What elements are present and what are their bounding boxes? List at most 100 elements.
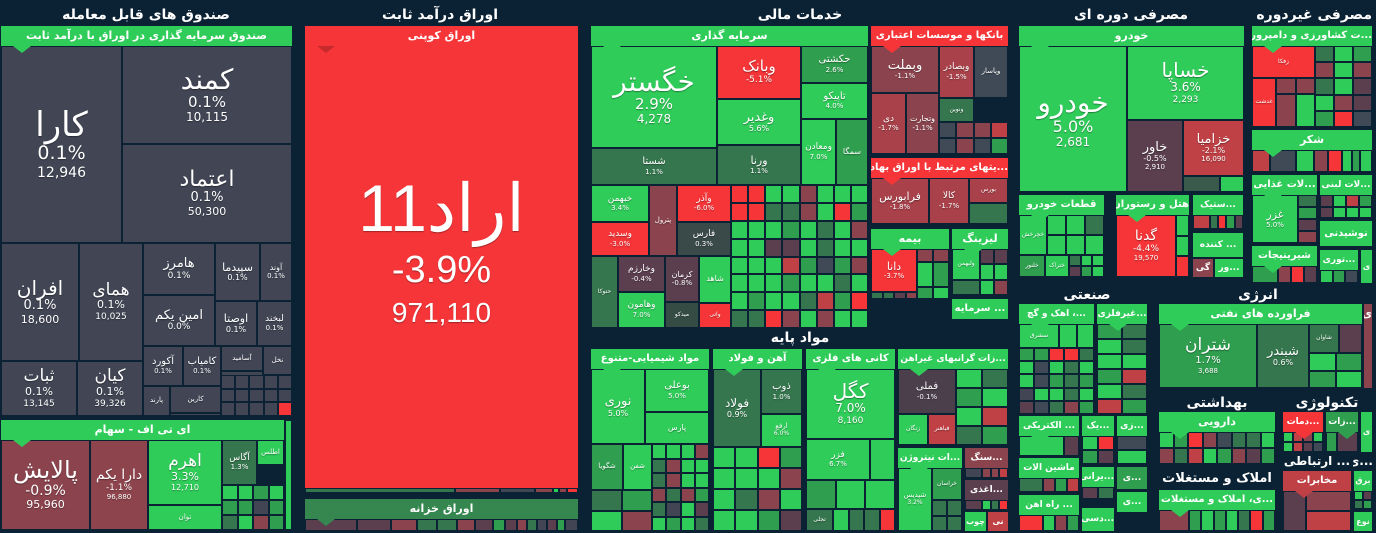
- small-tiles-mosaic[interactable]: [1019, 348, 1094, 414]
- group-wood[interactable]: چوب: [965, 512, 986, 531]
- tile-afran[interactable]: افران 0.1% 18,600: [1, 243, 79, 361]
- tile-kegol[interactable]: کگل 7.0% 8,160: [806, 369, 895, 439]
- group-title[interactable]: ...ور: [1215, 259, 1243, 277]
- group-metal-ores[interactable]: کانی های فلزی کگل 7.0% 8,160 فزر 6.7% تج…: [806, 349, 895, 531]
- group-title[interactable]: ی: [1361, 412, 1372, 452]
- tile-leasing-misc[interactable]: [952, 280, 980, 295]
- small-tiles-mosaic[interactable]: [1159, 432, 1275, 464]
- tile-farabourse[interactable]: فرابورس -1.8%: [871, 178, 929, 224]
- tile-khgostar[interactable]: خگستر 2.9% 4,278: [591, 46, 717, 148]
- group-title[interactable]: ...ستیک: [1193, 195, 1243, 215]
- tile-khodro[interactable]: خودرو 5.0% 2,681: [1019, 46, 1127, 192]
- tile-khsapa[interactable]: خساپا 3.6% 2,293: [1127, 46, 1244, 120]
- group-title[interactable]: مخابرات: [1283, 471, 1351, 491]
- tile-sepidma[interactable]: سپیدما 0.1%: [215, 243, 260, 301]
- group-cyclical-misc-1[interactable]: گی: [1193, 259, 1213, 277]
- tile-shabandar[interactable]: شبندر 0.6%: [1257, 324, 1309, 388]
- tile-atlas[interactable]: اطلس: [257, 440, 284, 465]
- tile-zob[interactable]: ذوب 1.0%: [761, 369, 802, 414]
- tile-parand[interactable]: پارند: [143, 386, 170, 416]
- tile-vbsader[interactable]: وبصادر -1.5%: [939, 46, 974, 98]
- group-railway[interactable]: ... راه اهن: [1019, 495, 1079, 531]
- group-title[interactable]: ...یتهای مرتبط با اوراق بهادار: [871, 158, 1008, 178]
- small-tiles-mosaic[interactable]: [1019, 515, 1079, 531]
- group-title[interactable]: قطعات خودرو: [1019, 195, 1104, 215]
- tile-avand[interactable]: آوند 0.1%: [260, 243, 292, 301]
- tile-tapiko[interactable]: تاپیکو 4.0%: [801, 83, 868, 119]
- group-auto-parts[interactable]: قطعات خودرو خچرخش خلنور ختراک: [1019, 195, 1104, 277]
- group-title[interactable]: ... سرمایه: [952, 299, 1008, 319]
- small-tiles-mosaic[interactable]: [1019, 478, 1079, 492]
- group-title[interactable]: اوراق کوپنی: [305, 26, 578, 46]
- group-title[interactable]: شیرینیجات: [1252, 246, 1317, 266]
- group-etf-stock[interactable]: ای تی اف - سهام پالایش -0.9% 95,960 دارا…: [1, 420, 284, 530]
- group-title[interactable]: ...توری: [1320, 250, 1358, 270]
- tile-vghadir[interactable]: وغدیر 5.6%: [717, 99, 801, 145]
- group-title[interactable]: هتل و رستوران: [1116, 195, 1189, 215]
- group-sugar[interactable]: شکر: [1252, 130, 1372, 172]
- group-title[interactable]: اوراق خزانه: [305, 499, 578, 519]
- tile-karin[interactable]: کارین: [170, 386, 221, 413]
- small-tiles-mosaic[interactable]: [1082, 487, 1114, 499]
- group-banks[interactable]: بانکها و موسسات اعتباری وبملت -1.1% وبصا…: [871, 26, 1008, 154]
- group-electric[interactable]: ... الکتریکی: [1019, 416, 1079, 456]
- group-precious-metals[interactable]: ...زات گرانبهای غیراهن فملی -0.1% زنگان …: [898, 349, 1008, 445]
- tile-metal-misc[interactable]: [870, 439, 895, 480]
- group-title[interactable]: بیمه: [871, 229, 949, 249]
- group-title[interactable]: ...ی: [1117, 467, 1147, 489]
- group-title[interactable]: دارویی: [1159, 412, 1275, 432]
- group-ceramic[interactable]: ...یک: [1082, 416, 1114, 464]
- tile-vbemellat[interactable]: وبملت -1.1%: [871, 46, 939, 93]
- tile-shavan[interactable]: شاوان: [1309, 324, 1339, 353]
- group-plastics[interactable]: ...ستیک: [1193, 195, 1243, 229]
- group-treasury[interactable]: اوراق خزانه: [305, 499, 578, 531]
- tile-osta[interactable]: اوصتا 0.1%: [215, 301, 257, 346]
- group-title[interactable]: ...، اهک و گچ: [1019, 304, 1094, 324]
- tile-hkeshti[interactable]: حکشتی 2.6%: [801, 46, 868, 83]
- group-title[interactable]: گی: [1193, 259, 1213, 277]
- tile-labkhand[interactable]: لبخند 0.1%: [257, 301, 292, 346]
- group-utilities-misc[interactable]: نوع: [1354, 512, 1372, 531]
- tile-gadna[interactable]: گدنا -4.4% 19,570: [1116, 215, 1176, 277]
- group-title[interactable]: آهن و فولاد: [713, 349, 802, 369]
- tile-bouali[interactable]: بوعلی 5.0%: [645, 369, 709, 412]
- small-tiles-mosaic[interactable]: [1193, 215, 1243, 229]
- group-title[interactable]: ...ت کشاورزی و دامپروری: [1252, 26, 1372, 46]
- tile-khzamia[interactable]: خزامیا -2.1% 16,090: [1183, 120, 1244, 176]
- tile-pars[interactable]: پارس: [645, 412, 709, 444]
- small-tiles-mosaic[interactable]: [222, 485, 284, 530]
- tile-arfa[interactable]: ارفع 6.0%: [761, 414, 802, 447]
- group-insurance[interactable]: بیمه دانا -3.7%: [871, 229, 949, 299]
- group-title[interactable]: ...ی: [1117, 492, 1147, 512]
- tile-vbank[interactable]: وبانک -5.1%: [717, 46, 801, 99]
- small-tiles-mosaic[interactable]: [305, 519, 578, 531]
- small-tiles-mosaic[interactable]: [221, 375, 292, 416]
- group-oil-products[interactable]: فراورده های نفتی شتران 1.7% 3,688 شبندر …: [1159, 304, 1362, 388]
- group-food[interactable]: ...لات غذایی غزر 5.0%: [1252, 175, 1317, 243]
- small-tiles-mosaic[interactable]: [1097, 324, 1147, 414]
- tile-hamarz[interactable]: هامرز 0.1%: [143, 243, 215, 295]
- group-nonmetal[interactable]: ...غیرفلزی: [1097, 304, 1147, 414]
- group-investment[interactable]: سرمایه گذاری خگستر 2.9% 4,278 وبانک -5.1…: [591, 26, 868, 328]
- tile-vazar[interactable]: وآذر -6.0%: [677, 185, 731, 222]
- group-title[interactable]: ...زات گرانبهای غیراهن: [898, 349, 1008, 369]
- group-title[interactable]: ...اغذی: [965, 480, 1008, 500]
- tile-vsadid[interactable]: وسدید -3.0%: [591, 222, 649, 256]
- group-agri[interactable]: ...ت کشاورزی و دامپروری زفکا غدشت: [1252, 26, 1372, 127]
- group-title[interactable]: ...لات غذایی: [1252, 175, 1317, 195]
- tile-fars[interactable]: فارس 0.3%: [677, 222, 731, 256]
- small-tiles-mosaic[interactable]: [965, 500, 1008, 510]
- group-tobacco[interactable]: ...توری: [1320, 250, 1358, 283]
- small-tiles-mosaic[interactable]: [1276, 78, 1315, 127]
- group-title[interactable]: ...زات: [1326, 412, 1358, 432]
- group-title[interactable]: ...دسی: [1082, 508, 1114, 531]
- group-sweets[interactable]: شیرینیجات: [1252, 246, 1317, 283]
- group-title[interactable]: شکر: [1252, 130, 1372, 150]
- group-industrial-misc-2[interactable]: ...یرانی: [1082, 467, 1114, 499]
- tile-kerman[interactable]: کرمان -0.8%: [665, 256, 699, 302]
- group-title[interactable]: نوع: [1354, 512, 1372, 531]
- small-tiles-mosaic[interactable]: [1117, 436, 1147, 464]
- group-title[interactable]: نی: [988, 512, 1008, 531]
- small-tiles-mosaic[interactable]: [1047, 215, 1104, 255]
- small-tiles-mosaic[interactable]: [652, 444, 709, 531]
